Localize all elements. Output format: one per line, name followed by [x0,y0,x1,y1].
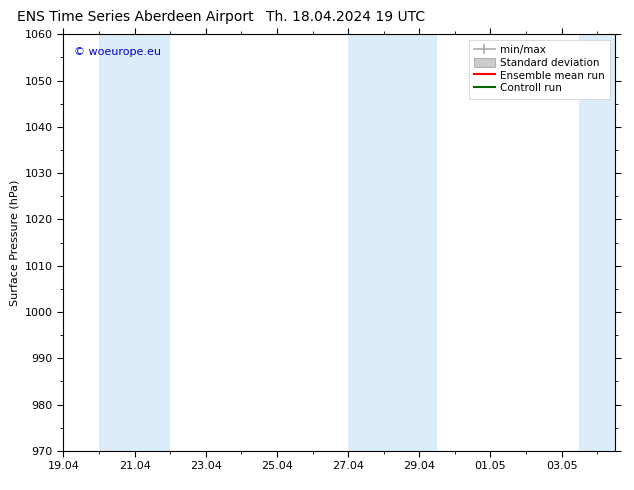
Bar [579,34,615,451]
Bar [99,34,170,451]
Text: © woeurope.eu: © woeurope.eu [74,47,162,57]
Text: ENS Time Series Aberdeen Airport: ENS Time Series Aberdeen Airport [17,10,254,24]
Y-axis label: Surface Pressure (hPa): Surface Pressure (hPa) [10,179,19,306]
Legend: min/max, Standard deviation, Ensemble mean run, Controll run: min/max, Standard deviation, Ensemble me… [469,40,610,98]
Text: Th. 18.04.2024 19 UTC: Th. 18.04.2024 19 UTC [266,10,425,24]
Bar [348,34,437,451]
